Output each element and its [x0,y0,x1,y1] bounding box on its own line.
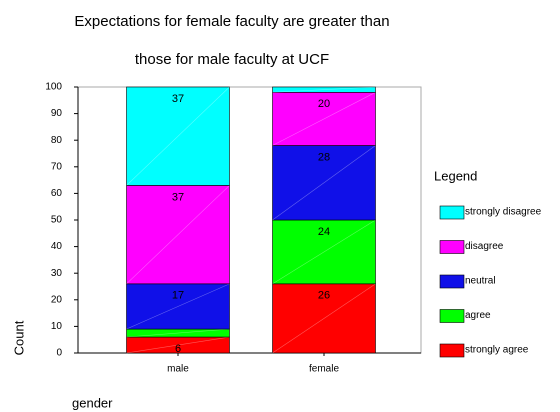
value-label: 28 [318,151,330,163]
legend-label: neutral [465,276,496,287]
bar-hatch [126,336,230,354]
y-tick-label: 100 [45,82,62,93]
bar-hatch [272,219,376,285]
legend-title: Legend [434,168,477,183]
y-tick-label: 60 [51,188,63,199]
bar-segment [272,86,376,93]
value-label: 26 [318,290,330,302]
bar-segment [126,185,230,285]
chart-title: those for male faculty at UCF [135,51,329,68]
bar-segment [126,86,230,186]
y-tick-label: 0 [56,348,62,359]
value-label: 37 [172,93,184,105]
y-tick-label: 70 [51,161,63,172]
y-tick-label: 30 [51,268,63,279]
bar-segment [272,92,376,146]
bar-segment [272,283,376,354]
legend-label: agree [465,310,491,321]
y-tick-label: 90 [51,108,63,119]
bar-hatch [126,86,230,186]
y-tick-label: 50 [51,215,63,226]
bar-segment [272,145,376,221]
bar-segment [272,219,376,285]
legend-swatch [439,205,465,220]
value-label: 24 [318,226,330,238]
legend-label: strongly disagree [465,207,542,218]
bar-hatch [272,86,376,93]
x-tick-label: female [309,364,339,375]
bar-hatch [272,92,376,146]
y-tick-label: 80 [51,135,63,146]
bar-hatch [126,283,230,330]
legend-label: strongly agree [465,345,529,356]
bar-hatch [126,328,230,338]
bar-hatch [272,145,376,221]
y-tick-label: 10 [51,321,63,332]
bar-hatch [272,283,376,354]
bar-hatch [126,185,230,285]
value-label: 20 [318,98,330,110]
y-tick-label: 40 [51,241,63,252]
y-tick-label: 20 [51,294,63,305]
value-label: 17 [172,290,184,302]
legend-swatch [439,309,465,323]
bar-segment [126,283,230,330]
legend-label: disagree [465,241,504,252]
legend-swatch [439,274,465,289]
chart-title: Expectations for female faculty are grea… [74,13,389,30]
x-axis-title: gender [72,395,113,410]
legend-swatch [439,343,465,358]
x-tick-label: male [167,364,189,375]
y-axis-title: Count [11,320,26,355]
value-label: 37 [172,191,184,203]
value-label: 6 [175,343,181,355]
legend-swatch [439,240,465,254]
